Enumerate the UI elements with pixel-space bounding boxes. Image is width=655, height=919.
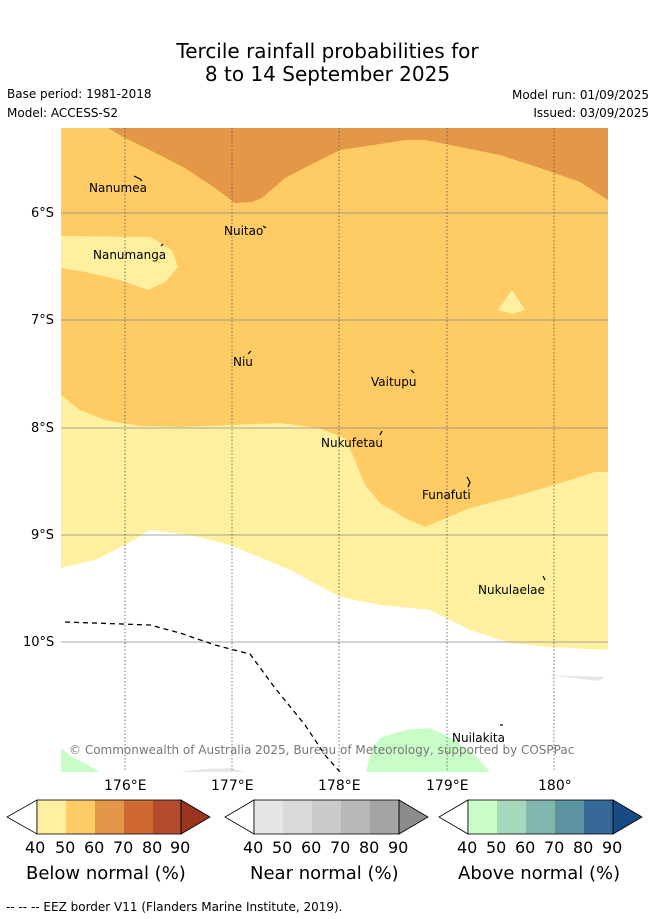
- region-below-60: [108, 128, 608, 203]
- colorbar-below-cell: [124, 800, 153, 834]
- colorbar-near-outline: [253, 799, 400, 835]
- colorbar-below-cell: [66, 800, 95, 834]
- model-name: Model: ACCESS-S2: [7, 106, 119, 120]
- title-line-2: 8 to 14 September 2025: [204, 62, 451, 86]
- colorbar-below-cell: [37, 800, 66, 834]
- copyright-credit: © Commonwealth of Australia 2025, Bureau…: [69, 743, 575, 757]
- eez-legend-note: -- -- -- EEZ border V11 (Flanders Marine…: [6, 900, 343, 914]
- lat-label-10s: 10°S: [23, 635, 55, 650]
- place-label-nukufetau: Nukufetau: [321, 436, 384, 450]
- colorbar-near-cell: [341, 800, 370, 834]
- eez-border: [64, 621, 341, 772]
- colorbar-above-max-triangle: [612, 799, 643, 835]
- near-tick-60: 60: [301, 838, 322, 857]
- colorbar-below-min-triangle: [6, 799, 38, 835]
- near-tick-50: 50: [272, 838, 293, 857]
- colorbar-near-max-triangle: [398, 799, 429, 835]
- colorbar-near: [224, 799, 429, 835]
- place-label-nukulaelae: Nukulaelae: [478, 583, 545, 597]
- region-above-40-southwest: [61, 748, 100, 772]
- place-label-nuitao: Nuitao: [224, 224, 264, 238]
- below-tick-80: 80: [142, 838, 163, 857]
- near-tick-90: 90: [388, 838, 409, 857]
- above-tick-40: 40: [457, 838, 478, 857]
- place-label-niu: Niu: [233, 355, 253, 369]
- lat-label-6s: 6°S: [31, 206, 55, 221]
- colorbar-below-cell: [153, 800, 181, 834]
- lon-label-180: 180°: [538, 778, 572, 794]
- colorbar-above-min-triangle: [438, 799, 469, 835]
- latitude-lines: [61, 212, 608, 643]
- base-period: Base period: 1981-2018: [7, 87, 152, 101]
- colorbar-below-cell: [95, 800, 124, 834]
- below-tick-90: 90: [170, 838, 191, 857]
- issued-date: Issued: 03/09/2025: [533, 106, 649, 120]
- lat-label-7s: 7°S: [31, 313, 55, 328]
- chart-title: Tercile rainfall probabilities for 8 to …: [0, 40, 655, 86]
- place-label-funafuti: Funafuti: [422, 488, 471, 502]
- colorbar-below-max-triangle: [180, 799, 211, 835]
- colorbar-above-title: Above normal (%): [458, 863, 621, 884]
- near-tick-40: 40: [243, 838, 264, 857]
- near-tick-80: 80: [359, 838, 380, 857]
- above-tick-70: 70: [544, 838, 565, 857]
- below-tick-50: 50: [55, 838, 76, 857]
- above-tick-90: 90: [602, 838, 623, 857]
- lon-label-179e: 179°E: [426, 778, 469, 794]
- colorbar-above-outline: [467, 799, 614, 835]
- region-near-40: [548, 675, 605, 681]
- colorbar-below-title: Below normal (%): [26, 863, 186, 884]
- colorbar-near-cell: [370, 800, 399, 834]
- colorbar-above-cell: [555, 800, 584, 834]
- below-tick-70: 70: [113, 838, 134, 857]
- lon-label-178e: 178°E: [318, 778, 361, 794]
- place-label-nuilakita: Nuilakita: [452, 731, 505, 745]
- island-shapes: [133, 175, 546, 726]
- lat-label-9s: 9°S: [31, 528, 55, 543]
- lon-label-177e: 177°E: [211, 778, 254, 794]
- place-label-nanumea: Nanumea: [89, 181, 147, 195]
- region-above-40-south: [366, 728, 490, 772]
- longitude-lines: [124, 128, 555, 772]
- colorbar-above: [438, 799, 643, 835]
- colorbar-near-min-triangle: [224, 799, 255, 835]
- above-tick-60: 60: [515, 838, 536, 857]
- colorbar-above-cell: [526, 800, 555, 834]
- colorbar-below: [6, 799, 211, 835]
- region-near-40-bottom: [180, 768, 245, 772]
- lat-label-8s: 8°S: [31, 421, 55, 436]
- model-run: Model run: 01/09/2025: [511, 88, 649, 102]
- colorbar-near-cell: [254, 800, 283, 834]
- above-tick-50: 50: [486, 838, 507, 857]
- title-line-1: Tercile rainfall probabilities for: [176, 39, 479, 63]
- lon-label-176e: 176°E: [104, 778, 147, 794]
- colorbar-near-cell: [312, 800, 341, 834]
- colorbar-below-outline: [36, 799, 182, 835]
- region-below-40-west: [61, 236, 178, 290]
- below-tick-60: 60: [84, 838, 105, 857]
- above-tick-80: 80: [573, 838, 594, 857]
- region-below-40-east: [498, 290, 525, 314]
- colorbar-near-title: Near normal (%): [250, 863, 399, 884]
- colorbar-above-cell: [584, 800, 613, 834]
- map-area: [61, 128, 608, 772]
- colorbar-above-cell: [468, 800, 497, 834]
- colorbar-above-cell: [497, 800, 526, 834]
- place-label-nanumanga: Nanumanga: [93, 248, 167, 262]
- region-below-50: [61, 128, 608, 527]
- place-label-vaitupu: Vaitupu: [371, 375, 417, 389]
- below-tick-40: 40: [25, 838, 46, 857]
- near-tick-70: 70: [330, 838, 351, 857]
- colorbar-near-cell: [283, 800, 312, 834]
